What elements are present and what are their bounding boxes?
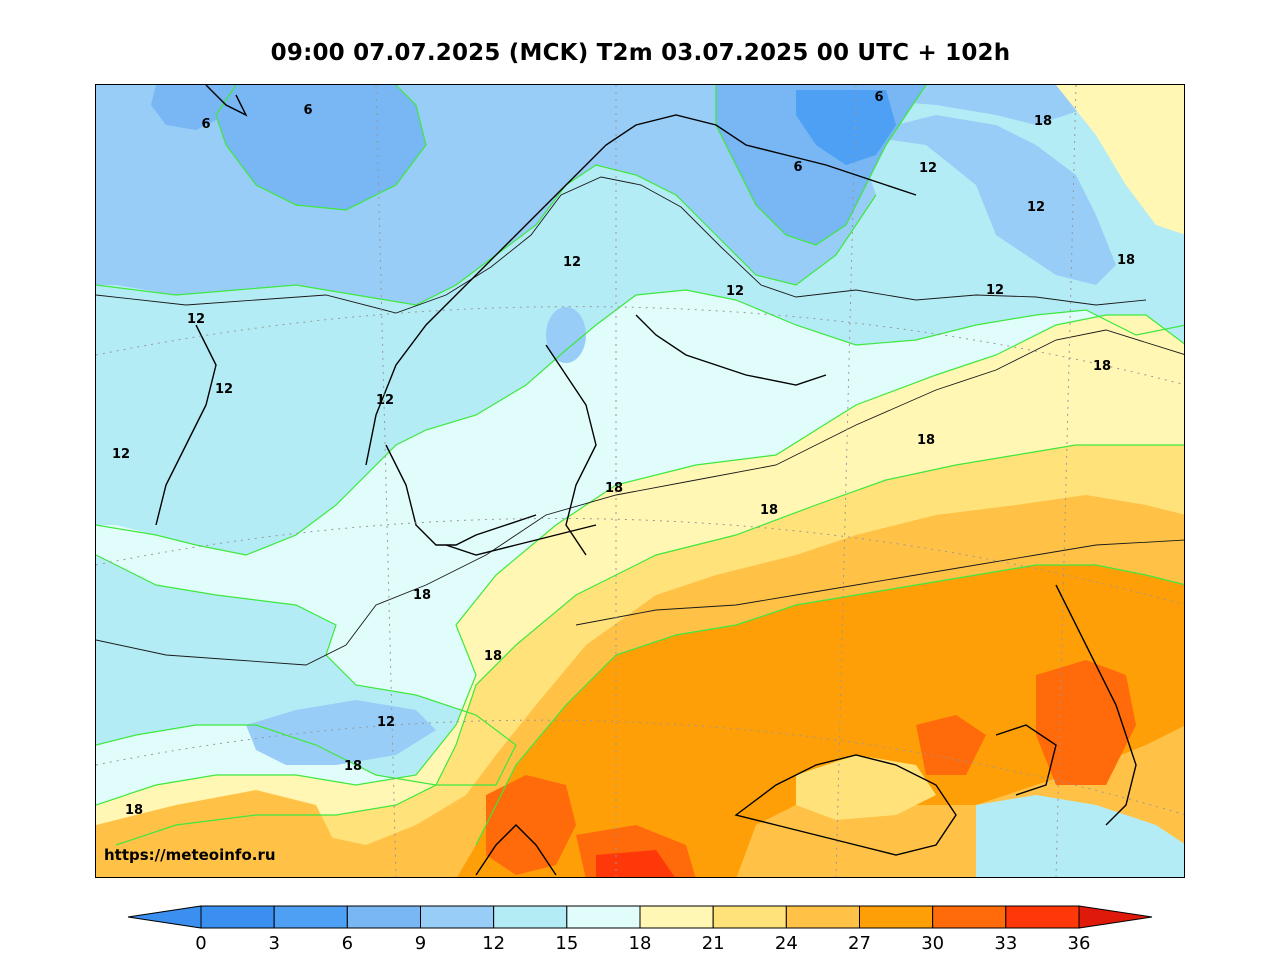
colorbar-cell — [346, 905, 422, 929]
colorbar-tick-label: 12 — [482, 933, 505, 954]
contour-label: 18 — [1117, 253, 1135, 268]
colorbar-cell — [200, 905, 275, 929]
contour-label: 6 — [303, 103, 312, 118]
contour-label: 18 — [484, 649, 502, 664]
contour-label: 12 — [1027, 200, 1045, 215]
contour-label: 12 — [726, 284, 744, 299]
contour-label: 12 — [986, 283, 1004, 298]
band-30-33-a — [486, 775, 576, 875]
colorbar-tick-label: 24 — [775, 933, 798, 954]
colorbar-cells — [200, 905, 1080, 929]
band-6-9-nw — [151, 85, 236, 130]
colorbar-cell — [932, 905, 1007, 929]
temperature-field: 6 6 6 6 12 12 12 12 12 12 12 12 12 12 18… — [96, 85, 1184, 877]
source-credit: https://meteoinfo.ru — [104, 846, 276, 864]
isotherm-major — [96, 176, 1184, 666]
contour-label: 6 — [874, 90, 883, 105]
contour-label: 6 — [201, 117, 210, 132]
colorbar-cell — [712, 905, 787, 929]
colorbar-cell — [420, 905, 495, 929]
contour-label: 18 — [1034, 114, 1052, 129]
contour-label: 18 — [125, 803, 143, 818]
colorbar-cell — [273, 905, 348, 929]
band-30-33-d — [916, 715, 986, 775]
colorbar-tick-label: 30 — [921, 933, 944, 954]
colorbar-tick-label: 15 — [555, 933, 578, 954]
colorbar-arrow-right — [1078, 905, 1153, 929]
colorbar-tick-label: 9 — [415, 933, 426, 954]
band-30-33-c — [1036, 660, 1136, 785]
band-27-30 — [457, 565, 1184, 877]
colorbar-tick-label: 0 — [195, 933, 206, 954]
sw-warm — [96, 790, 336, 877]
colorbar-cell — [566, 905, 641, 929]
colorbar-tick-label: 3 — [268, 933, 279, 954]
colorbar-cell — [859, 905, 934, 929]
colorbar-cell — [785, 905, 860, 929]
colorbar-cell — [493, 905, 568, 929]
band-9-12-east — [856, 115, 1116, 285]
contour-label: 12 — [215, 382, 233, 397]
contour-label: 18 — [413, 588, 431, 603]
temperature-map: 6 6 6 6 12 12 12 12 12 12 12 12 12 12 18… — [95, 84, 1185, 878]
contour-label: 12 — [919, 161, 937, 176]
coastlines — [155, 85, 1137, 876]
colorbar-arrow-left — [127, 905, 202, 929]
band-9-12-alps — [246, 700, 436, 765]
contour-label: 18 — [760, 503, 778, 518]
contour-label: 18 — [605, 481, 623, 496]
contour-label: 12 — [377, 715, 395, 730]
colorbar-tick-label: 36 — [1068, 933, 1091, 954]
colorbar-cell — [639, 905, 714, 929]
colorbar-cell — [1005, 905, 1080, 929]
band-9-12-lake — [546, 307, 586, 363]
contour-label: 18 — [344, 759, 362, 774]
contour-label: 12 — [187, 312, 205, 327]
colorbar-ticks: 0 3 6 9 12 15 18 21 24 27 30 33 36 — [195, 933, 1090, 954]
band-18-21-ne — [1056, 85, 1184, 235]
colorbar-tick-label: 6 — [342, 933, 353, 954]
map-title: 09:00 07.07.2025 (MCK) T2m 03.07.2025 00… — [270, 40, 1011, 66]
colorbar-tick-label: 18 — [629, 933, 652, 954]
contour-label: 18 — [1093, 359, 1111, 374]
colorbar-tick-label: 21 — [702, 933, 725, 954]
contour-label: 12 — [563, 255, 581, 270]
band-3-6-north — [796, 90, 896, 165]
black-sea-area — [796, 755, 936, 820]
colorbar-tick-label: 33 — [994, 933, 1017, 954]
contour-label: 12 — [376, 393, 394, 408]
contour-label: 18 — [917, 433, 935, 448]
contour-label: 6 — [793, 160, 802, 175]
contour-labels: 6 6 6 6 12 12 12 12 12 12 12 12 12 12 18… — [112, 90, 1135, 818]
isotherm-lines — [96, 85, 1184, 846]
band-6-9-north — [216, 85, 426, 210]
colorbar-tick-label: 27 — [848, 933, 871, 954]
contour-label: 12 — [112, 447, 130, 462]
colorbar: 0 3 6 9 12 15 18 21 24 27 30 33 36 — [127, 905, 1153, 954]
graticule — [96, 85, 1184, 877]
caspian-south-cool — [976, 795, 1184, 877]
